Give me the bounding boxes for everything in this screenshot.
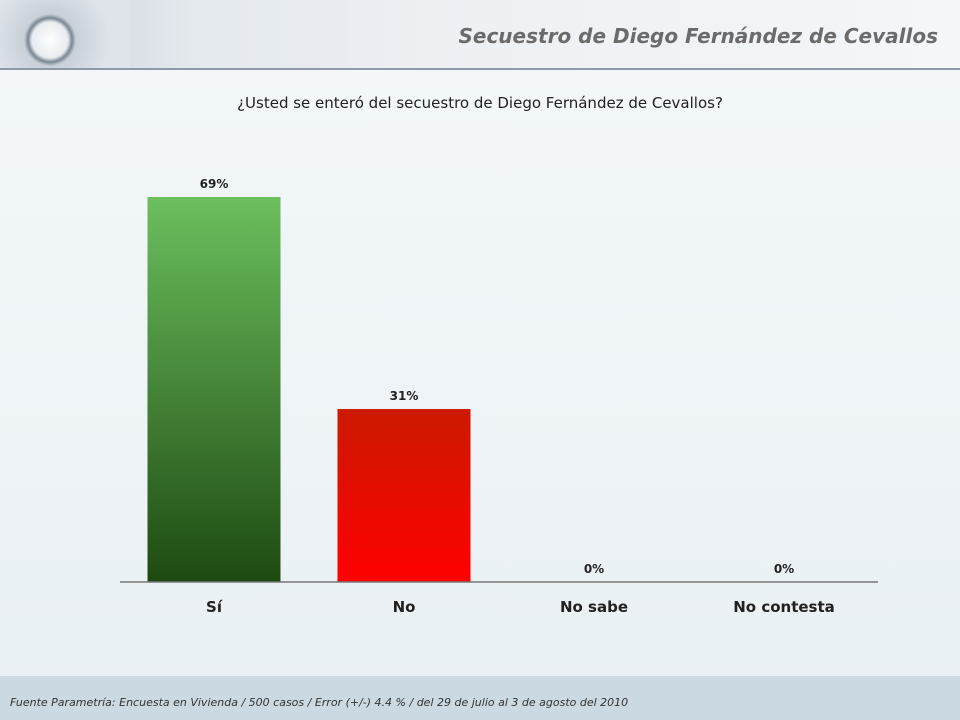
data-label: 69% <box>200 177 229 191</box>
category-label: No <box>393 598 416 616</box>
data-label: 0% <box>774 562 794 576</box>
source-note: Fuente Parametría: Encuesta en Vivienda … <box>10 696 629 709</box>
data-label: 31% <box>390 389 419 403</box>
bar-1 <box>337 409 471 582</box>
header-decorative-image <box>0 0 130 68</box>
data-label: 0% <box>584 562 604 576</box>
chart-title: ¿Usted se enteró del secuestro de Diego … <box>237 94 723 112</box>
bar-0 <box>147 197 281 582</box>
slide-title: Secuestro de Diego Fernández de Cevallos <box>458 24 938 48</box>
category-label: Sí <box>206 598 223 616</box>
category-label: No contesta <box>733 598 835 616</box>
header-banner: Secuestro de Diego Fernández de Cevallos <box>0 0 960 70</box>
category-label: No sabe <box>560 598 628 616</box>
footer-bar: Fuente Parametría: Encuesta en Vivienda … <box>0 676 960 720</box>
